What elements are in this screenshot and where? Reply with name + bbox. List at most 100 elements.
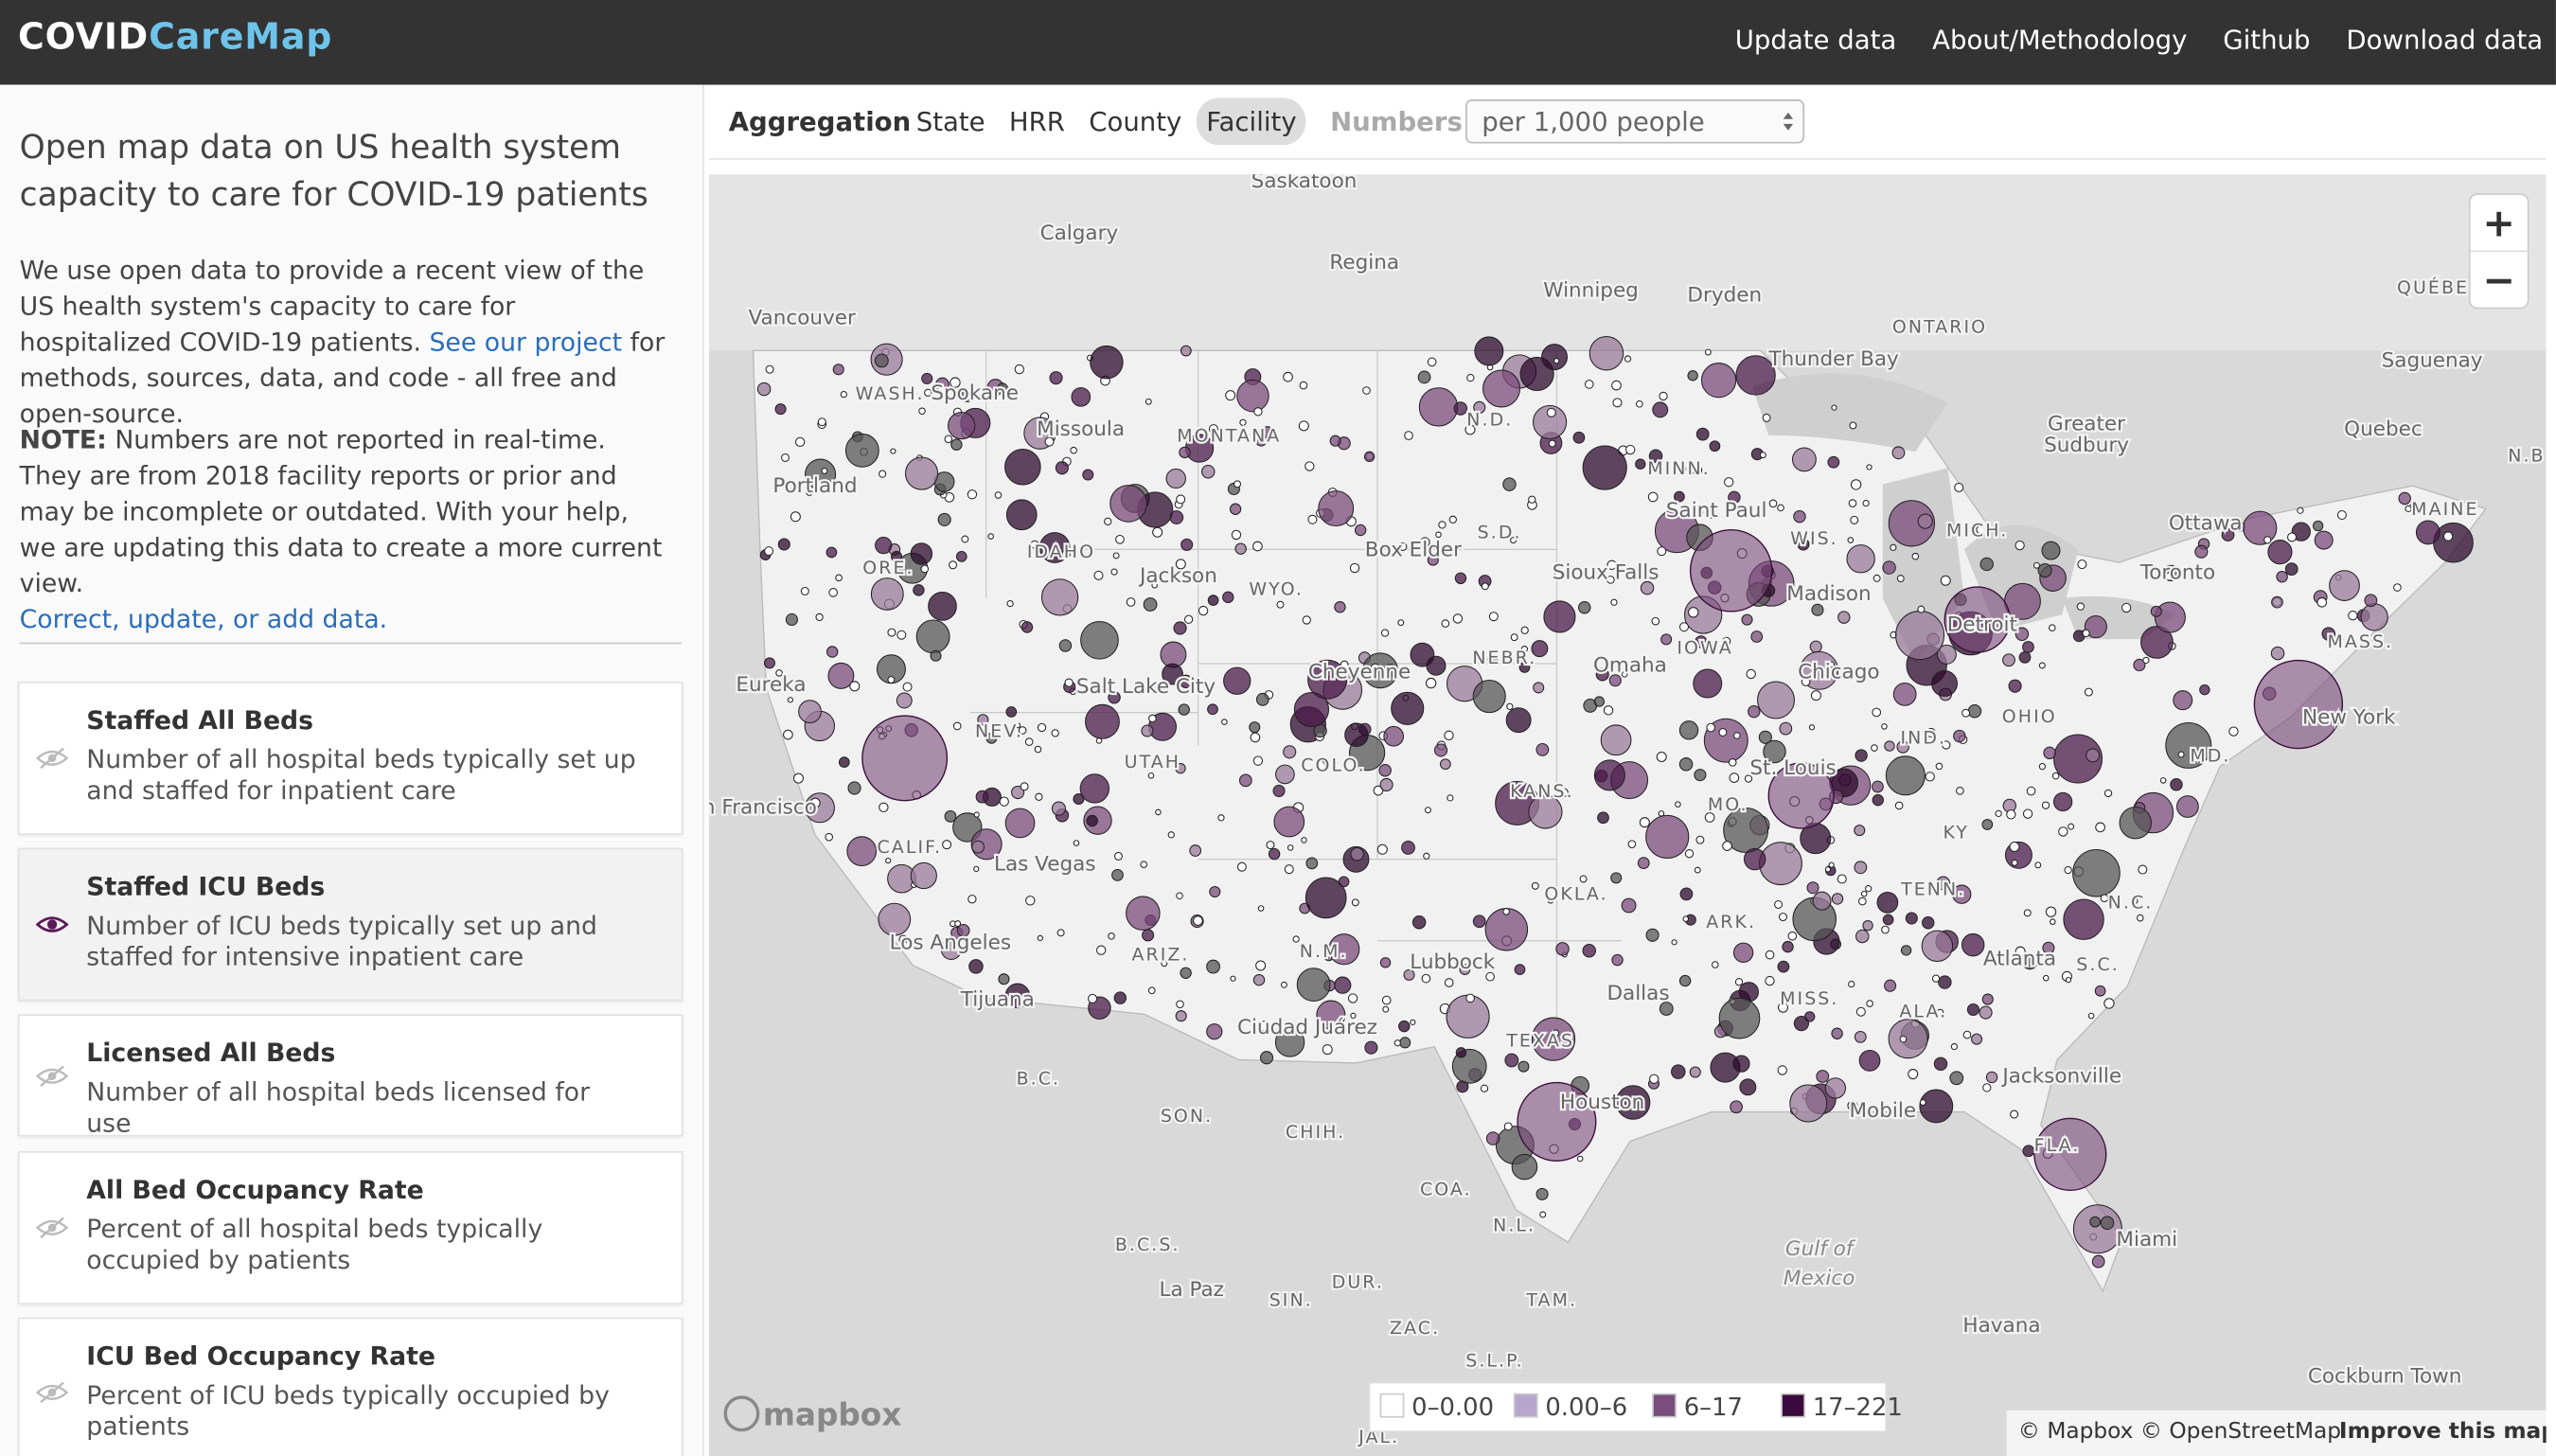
map[interactable]: Saskatoon Calgary Regina Winnipeg Dryden ONTA… (709, 174, 2547, 1456)
facility-marker (774, 403, 787, 416)
metric-card[interactable]: Staffed All Beds Number of all hospital … (17, 681, 683, 835)
facility-marker (2015, 540, 2025, 551)
visibility-icon[interactable] (35, 1062, 69, 1089)
facility-marker (1236, 861, 1247, 872)
improve-map-link[interactable]: Improve this map (2339, 1418, 2547, 1444)
facility-marker (2276, 570, 2288, 583)
place-label: Tijuana (960, 988, 1035, 1012)
place-label: Jackson (1138, 564, 1217, 588)
attribution: © Mapbox © OpenStreetMap (2018, 1418, 2341, 1444)
facility-marker (1881, 723, 1888, 730)
intro-text: for methods, sources, data, and code - a… (19, 328, 666, 429)
facility-marker (987, 533, 994, 540)
facility-marker (1004, 448, 1041, 486)
facility-marker (1417, 370, 1431, 384)
metric-card[interactable]: ICU Bed Occupancy Rate Percent of ICU be… (17, 1317, 683, 1456)
visibility-icon[interactable] (35, 745, 69, 772)
facility-marker (1936, 876, 1951, 891)
facility-marker (1179, 674, 1194, 689)
zoom-in[interactable]: + (2482, 201, 2515, 246)
place-label: NEBR. (1472, 648, 1536, 668)
facility-marker (1051, 729, 1059, 737)
facility-marker (1621, 671, 1628, 678)
facility-marker (1744, 774, 1753, 783)
aggregation-option[interactable]: State (915, 105, 985, 137)
facility-marker (1176, 494, 1186, 505)
aggregation-option[interactable]: HRR (1008, 105, 1065, 137)
facility-marker (2243, 510, 2278, 545)
zoom-out[interactable]: − (2482, 257, 2515, 303)
facility-marker (1548, 439, 1556, 448)
facility-marker (950, 438, 963, 451)
facility-marker (1433, 743, 1448, 757)
facility-marker (1147, 986, 1156, 995)
facility-marker (1982, 1083, 1992, 1092)
facility-marker (2015, 627, 2030, 642)
metric-card[interactable]: Licensed All Beds Number of all hospital… (17, 1014, 683, 1138)
facility-marker (1846, 544, 1875, 574)
facility-marker (2087, 1012, 2095, 1020)
place-label: Sioux Falls (1553, 560, 1660, 584)
nav-link[interactable]: Github (2223, 24, 2311, 56)
facility-marker (878, 902, 912, 936)
place-label: Greater (2048, 413, 2125, 436)
facility-marker (1881, 925, 1890, 934)
logo[interactable]: COVIDCareMap (18, 18, 332, 59)
place-label: Saskatoon (1251, 174, 1358, 193)
facility-marker (2033, 1117, 2107, 1191)
facility-marker (821, 467, 828, 474)
facility-marker (1579, 875, 1588, 883)
facility-marker (1176, 892, 1183, 900)
facility-marker (1789, 1084, 1828, 1123)
facility-marker (1108, 932, 1115, 940)
facility-marker (961, 535, 969, 543)
nav-link[interactable]: About/Methodology (1932, 24, 2188, 56)
place-label: Calgary (1040, 222, 1119, 245)
facility-marker (2022, 808, 2033, 819)
correct-link[interactable]: Correct, update, or add data. (19, 604, 388, 634)
facility-marker (1255, 960, 1267, 971)
facility-marker (1942, 740, 1951, 750)
facility-markers (756, 335, 2474, 1269)
facility-marker (1505, 707, 1532, 734)
place-label: Ottawa (2169, 512, 2243, 536)
facility-marker (1693, 668, 1723, 699)
facility-marker (1259, 1021, 1270, 1032)
metric-title: All Bed Occupancy Rate (86, 1175, 424, 1205)
facility-marker (1093, 570, 1104, 580)
facility-marker (2329, 570, 2360, 601)
nav-link[interactable]: Update data (1734, 24, 1897, 56)
visibility-icon[interactable] (35, 1379, 69, 1406)
facility-marker (1088, 993, 1098, 1003)
numbers-select[interactable]: per 1,000 people (1464, 99, 1805, 144)
project-link[interactable]: See our project (429, 328, 623, 358)
facility-marker (1750, 630, 1764, 643)
facility-marker (1049, 371, 1063, 385)
facility-marker (1276, 600, 1285, 609)
facility-marker (1011, 785, 1025, 800)
facility-marker (2094, 985, 2106, 997)
facility-marker (1441, 619, 1450, 628)
facility-marker (838, 756, 850, 768)
visibility-icon[interactable] (35, 912, 69, 938)
aggregation-option-active[interactable]: Facility (1196, 98, 1306, 146)
nav-link[interactable]: Download data (2346, 24, 2544, 56)
facility-marker (2312, 520, 2324, 532)
facility-marker (2267, 540, 2293, 565)
metric-card[interactable]: Staffed ICU Beds Number of ICU beds typi… (17, 847, 683, 1002)
visibility-icon[interactable] (35, 1215, 69, 1241)
select-arrow (1783, 112, 1794, 131)
aggregation-option[interactable]: County (1089, 105, 1182, 137)
facility-marker (1884, 740, 1895, 752)
facility-marker (975, 790, 989, 804)
facility-marker (1803, 1011, 1816, 1022)
metric-card[interactable]: All Bed Occupancy Rate Percent of all ho… (17, 1150, 683, 1305)
facility-marker (1058, 639, 1073, 652)
place-label: WYO. (1249, 579, 1304, 600)
facility-marker (1376, 843, 1388, 855)
toolbar: Aggregation State HRR County Facility Nu… (709, 86, 2547, 160)
facility-marker (1379, 777, 1393, 792)
facility-marker (968, 959, 984, 974)
